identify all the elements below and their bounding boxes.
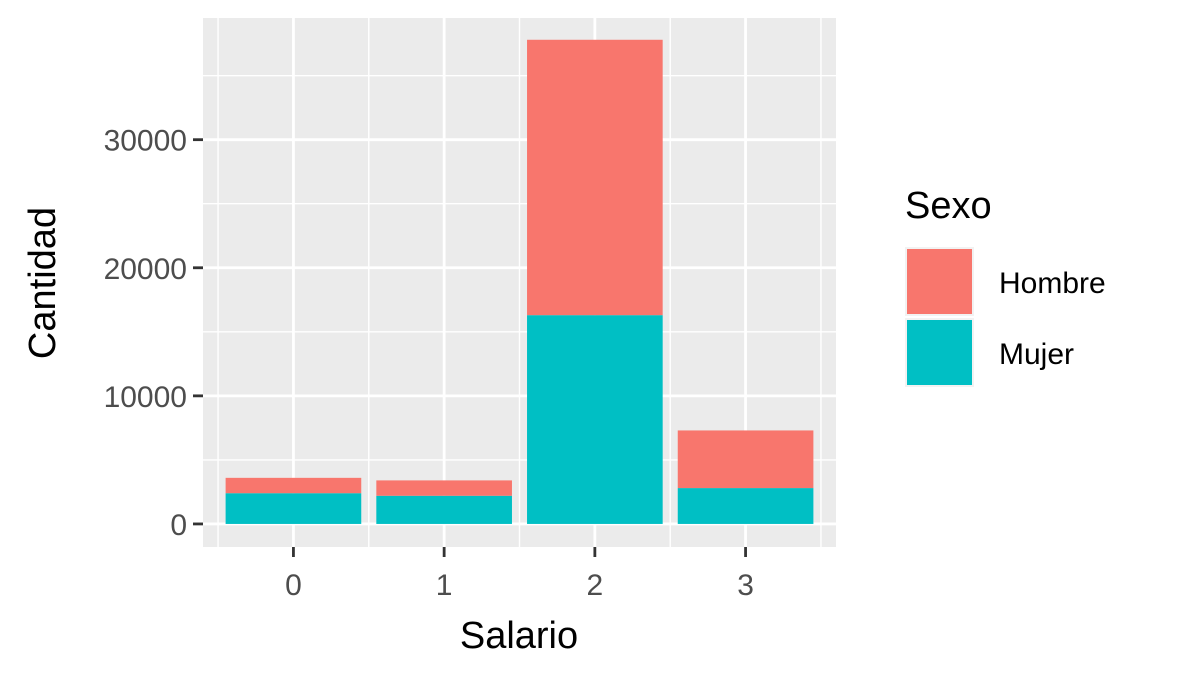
x-tick-label: 1 bbox=[436, 569, 453, 602]
legend-label-hombre: Hombre bbox=[999, 267, 1106, 300]
x-tick-label: 3 bbox=[737, 569, 754, 602]
y-tick-label: 10000 bbox=[104, 381, 187, 414]
bar-mujer-2 bbox=[527, 315, 663, 524]
legend-swatch-mujer bbox=[907, 320, 972, 385]
y-tick-label: 20000 bbox=[104, 253, 187, 286]
y-axis-title: Cantidad bbox=[22, 207, 64, 359]
bar-mujer-3 bbox=[677, 488, 814, 524]
y-axis: 0 10000 20000 30000 bbox=[104, 125, 203, 542]
legend-items: Hombre Mujer bbox=[905, 247, 1106, 387]
legend-swatch-hombre bbox=[907, 249, 972, 314]
legend-title: Sexo bbox=[905, 185, 992, 227]
bar-hombre-2 bbox=[527, 39, 663, 316]
grid-minor bbox=[203, 18, 836, 547]
bar-hombre-1 bbox=[376, 480, 512, 496]
legend: Sexo Hombre Mujer bbox=[905, 185, 1106, 387]
y-tick-label: 0 bbox=[170, 509, 187, 542]
x-axis: 0 1 2 3 bbox=[285, 547, 754, 602]
x-tick-label: 0 bbox=[285, 569, 302, 602]
x-axis-title: Salario bbox=[460, 615, 578, 657]
y-tick-label: 30000 bbox=[104, 125, 187, 158]
legend-label-mujer: Mujer bbox=[999, 338, 1074, 371]
x-tick-label: 2 bbox=[587, 569, 604, 602]
bar-mujer-1 bbox=[376, 495, 512, 524]
bar-mujer-0 bbox=[225, 493, 362, 524]
bar-hombre-0 bbox=[225, 477, 362, 494]
bars bbox=[225, 39, 814, 524]
bar-hombre-3 bbox=[677, 430, 814, 489]
